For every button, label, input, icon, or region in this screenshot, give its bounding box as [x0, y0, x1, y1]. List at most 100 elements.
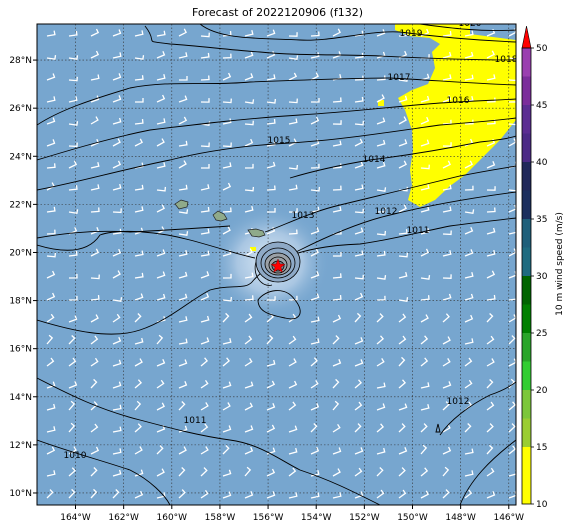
island-maui	[247, 228, 266, 238]
wind-barb	[134, 293, 144, 301]
wind-barb	[376, 358, 385, 367]
wind-barb	[156, 30, 166, 37]
colorbar-band	[522, 76, 531, 105]
wind-barb	[112, 95, 122, 103]
map-title: Forecast of 2022120906 (f132)	[191, 6, 364, 19]
isobar-1014	[289, 135, 516, 179]
wind-barb	[376, 295, 386, 301]
wind-barb	[376, 335, 385, 345]
wind-barb	[332, 400, 340, 411]
wind-barb	[442, 293, 452, 301]
isobar-1011-south	[37, 377, 381, 505]
lon-tick-label: 158°W	[205, 513, 236, 523]
isobar-1012-se	[439, 381, 516, 436]
wind-barb	[332, 378, 340, 389]
wind-barb	[46, 139, 56, 147]
colorbar-tick-label: 10	[536, 500, 548, 510]
wind-barb	[508, 335, 516, 345]
wind-barb	[156, 358, 166, 367]
wind-barb	[464, 74, 474, 81]
wind-barb	[398, 356, 406, 367]
wind-barb	[420, 335, 429, 345]
colorbar-band	[522, 247, 531, 276]
wind-barb	[178, 52, 188, 59]
isobar-label: 1016	[447, 96, 470, 106]
wind-barb	[244, 186, 255, 192]
wind-barb	[486, 294, 496, 301]
isobar-1019	[199, 24, 516, 43]
wind-barb	[332, 28, 341, 37]
wind-barb	[244, 402, 253, 411]
wind-barb	[420, 164, 430, 170]
wind-barb	[200, 32, 210, 38]
wind-barb	[46, 357, 55, 367]
wind-barb	[46, 470, 56, 477]
wind-barb	[200, 271, 210, 279]
wind-barb	[464, 209, 475, 215]
wind-barb	[442, 160, 451, 169]
wind-barb	[508, 423, 516, 433]
wind-barb	[332, 206, 342, 213]
wind-barb	[134, 423, 142, 433]
wind-barb	[222, 31, 232, 37]
wind-barb	[68, 357, 77, 367]
colorbar-band	[522, 105, 531, 134]
wind-barb	[398, 139, 408, 147]
wind-barb	[46, 252, 57, 258]
wind-barb	[156, 468, 165, 477]
wind-barb	[134, 400, 142, 411]
wind-barb	[508, 295, 516, 301]
wind-barb	[68, 467, 76, 477]
wind-barb	[288, 401, 297, 411]
wind-barb	[244, 466, 252, 477]
wind-barb	[442, 401, 450, 411]
lat-tick-label: 12°N	[9, 441, 32, 451]
wind-barb	[178, 359, 188, 367]
wind-barb	[178, 95, 188, 103]
isobar-1011	[37, 217, 516, 261]
isobar-label: 1014	[363, 155, 386, 165]
wind-barb	[90, 335, 99, 345]
wind-barb	[310, 271, 320, 279]
wind-barb	[266, 74, 276, 81]
wind-barb	[90, 295, 100, 301]
wind-barb	[420, 205, 430, 213]
isobar-label: 1011	[407, 226, 430, 236]
wind-barb	[90, 314, 99, 323]
colorbar-label: 10 m wind speed (m/s)	[555, 212, 565, 316]
wind-barb	[178, 467, 186, 477]
wind-barb	[288, 425, 298, 433]
wind-barb	[156, 74, 166, 81]
wind-barb	[68, 209, 79, 215]
wind-barb	[68, 96, 78, 103]
isobar-label: 1010	[64, 451, 87, 461]
wind-barb	[486, 227, 496, 235]
wind-barb	[442, 274, 452, 279]
wind-barb	[200, 184, 210, 191]
lon-tick-label: 154°W	[301, 513, 332, 523]
wind-barb	[486, 186, 496, 191]
wind-barb	[508, 57, 516, 60]
lat-tick-label: 26°N	[9, 104, 32, 114]
wind-barb	[486, 313, 494, 323]
wind-barb	[200, 75, 210, 81]
wind-barb	[486, 249, 496, 257]
wind-barb	[310, 338, 320, 345]
wind-barb	[464, 293, 474, 301]
colorbar-tick-label: 25	[536, 329, 547, 339]
wind-barb	[178, 446, 187, 455]
wind-barb	[398, 77, 409, 82]
wind-barb	[310, 186, 321, 192]
wind-barb	[46, 426, 56, 433]
isobar-1012	[37, 191, 516, 335]
wind-barb	[332, 468, 341, 477]
wind-barb	[508, 401, 516, 411]
wind-barb	[376, 275, 387, 280]
isobar-label: 1012	[375, 207, 398, 217]
wind-barb	[508, 358, 516, 367]
wind-barb	[68, 160, 78, 169]
wind-barb	[178, 489, 186, 499]
wind-barb	[178, 316, 188, 323]
wind-barb	[354, 161, 364, 169]
wind-barb	[376, 489, 385, 499]
